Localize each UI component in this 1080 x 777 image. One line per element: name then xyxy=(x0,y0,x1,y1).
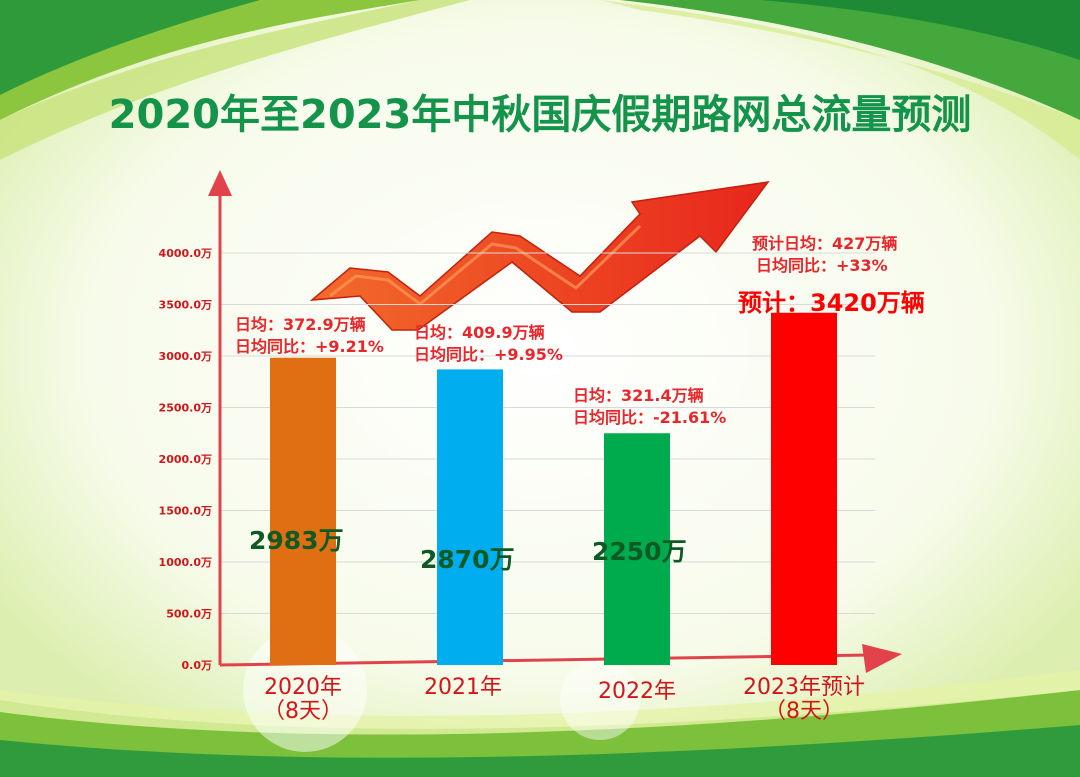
bar xyxy=(437,369,503,665)
x-tick-label: 2023年预计 xyxy=(743,675,865,700)
x-tick-label: 2022年 xyxy=(598,679,676,704)
y-tick-label: 3000.0万 xyxy=(159,350,212,363)
x-tick-label: 2020年 xyxy=(264,675,342,700)
bar-annotation: 日均同比：+9.21% xyxy=(235,337,384,356)
y-tick-label: 500.0万 xyxy=(166,608,212,621)
bar-annotation: 日均：409.9万辆 xyxy=(414,323,545,342)
y-tick-label: 2500.0万 xyxy=(159,402,212,415)
rising-arrow-icon xyxy=(309,180,770,331)
x-tick-label: （8天） xyxy=(764,699,844,724)
bar xyxy=(270,357,336,665)
bar-annotation: 日均同比：-21.61% xyxy=(573,408,727,427)
y-axis-arrow-icon xyxy=(208,170,232,196)
x-tick-label: （8天） xyxy=(263,699,343,724)
bar-annotation: 日均：372.9万辆 xyxy=(235,315,366,334)
y-tick-label: 1000.0万 xyxy=(159,556,212,569)
bar-value-label: 2870万 xyxy=(420,545,515,574)
y-tick-label: 3500.0万 xyxy=(159,299,212,312)
bar-annotation: 日均同比：+33% xyxy=(756,256,888,275)
y-tick-label: 2000.0万 xyxy=(159,453,212,466)
bar-annotation: 日均：321.4万辆 xyxy=(573,386,704,405)
y-tick-label: 1500.0万 xyxy=(159,505,212,518)
bar-annotation: 日均同比：+9.95% xyxy=(414,345,563,364)
y-tick-label: 0.0万 xyxy=(182,659,213,672)
x-axis-arrow-icon xyxy=(862,644,902,673)
chart-title: 2020年至2023年中秋国庆假期路网总流量预测 xyxy=(108,92,972,138)
bar-value-label: 2250万 xyxy=(592,537,687,566)
bar xyxy=(771,312,837,665)
bar-value-label: 2983万 xyxy=(249,526,344,555)
x-tick-label: 2021年 xyxy=(424,675,502,700)
bar-annotation: 预计日均：427万辆 xyxy=(752,234,898,253)
bar xyxy=(604,433,670,665)
y-tick-label: 4000.0万 xyxy=(159,247,212,260)
forecast-value-label: 预计：3420万辆 xyxy=(738,289,925,317)
